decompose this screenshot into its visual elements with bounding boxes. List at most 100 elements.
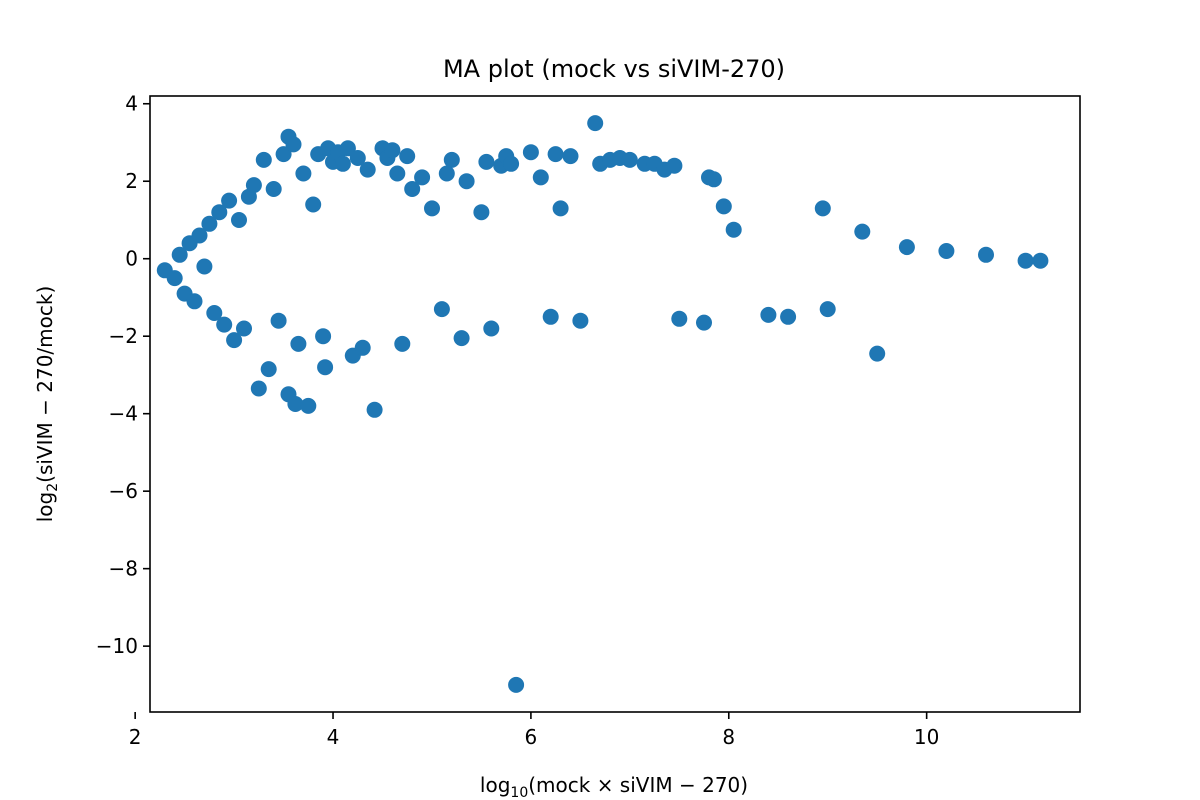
x-tick-label: 6 [525, 725, 538, 749]
data-point [473, 204, 490, 221]
data-point [270, 312, 287, 329]
y-axis-label-rest: (siVIM − 270/mock) [33, 286, 57, 483]
data-point [587, 115, 604, 132]
data-point [231, 212, 247, 228]
data-point [236, 320, 252, 337]
data-point [265, 181, 282, 197]
y-axis-label-prefix: log [33, 492, 57, 523]
data-point [898, 239, 915, 256]
x-axis-label-rest: (mock × siVIM − 270) [528, 773, 748, 797]
y-tick-label: 4 [125, 92, 138, 116]
plot-frame [149, 95, 1081, 713]
y-tick-label: −8 [109, 557, 138, 581]
data-point [216, 316, 233, 333]
x-axis-label-subscript: 10 [510, 785, 528, 800]
data-point [854, 223, 871, 240]
data-point [542, 308, 559, 325]
data-point [315, 328, 332, 345]
data-point [671, 310, 688, 327]
data-point [938, 243, 955, 259]
data-point [366, 401, 383, 418]
data-point [334, 155, 351, 172]
x-tick-label: 4 [327, 725, 340, 749]
data-point [1017, 252, 1034, 269]
data-point [201, 215, 218, 232]
data-point [666, 157, 683, 174]
data-point [572, 312, 589, 329]
y-tick-label: −10 [96, 634, 138, 658]
y-tick-label: −6 [109, 479, 138, 503]
data-point [424, 200, 440, 217]
data-point [547, 146, 564, 163]
data-point [458, 173, 475, 190]
chart-title: MA plot (mock vs siVIM-270) [443, 55, 785, 83]
data-point [339, 140, 356, 157]
data-point [255, 151, 272, 168]
data-point [483, 320, 500, 337]
data-point [317, 359, 334, 376]
y-axis-label-subscript: 2 [45, 483, 61, 492]
data-point [705, 171, 722, 188]
data-point [621, 151, 638, 168]
data-point [438, 165, 455, 182]
y-axis-label: log2(siVIM − 270/mock) [33, 286, 61, 523]
data-point [260, 361, 277, 378]
data-point [725, 221, 742, 238]
y-tick-label: −2 [109, 324, 138, 348]
x-tick-label: 2 [129, 725, 142, 749]
data-point [814, 200, 831, 217]
data-point [478, 153, 495, 170]
data-point [552, 200, 569, 217]
x-tick-label: 10 [914, 725, 939, 749]
data-point [453, 330, 470, 347]
data-point [433, 301, 450, 318]
y-axis: 4 2 0 −2 −4 −6 −8 −10 [96, 92, 150, 658]
data-point [359, 161, 376, 178]
data-point [532, 169, 549, 186]
data-point [250, 380, 267, 397]
data-point [780, 308, 797, 325]
data-point [978, 246, 994, 263]
data-point [196, 258, 213, 275]
data-point [384, 142, 401, 159]
data-point [399, 148, 416, 165]
data-point [1032, 252, 1049, 269]
y-tick-label: 0 [125, 247, 138, 271]
data-point [354, 339, 371, 356]
data-point [404, 181, 421, 197]
data-point [414, 169, 431, 186]
data-point [245, 177, 262, 194]
y-tick-label: −4 [109, 402, 138, 426]
data-point [562, 148, 579, 165]
data-point [522, 144, 539, 161]
data-point [349, 150, 366, 166]
data-point [305, 196, 322, 213]
data-point [226, 332, 243, 349]
scatter-points [156, 115, 1049, 693]
data-point [508, 676, 525, 693]
data-point [211, 204, 228, 221]
data-point [503, 155, 520, 172]
data-point [191, 227, 208, 244]
data-point [221, 192, 238, 209]
x-tick-label: 8 [722, 725, 735, 749]
x-axis-label: log10(mock × siVIM − 270) [480, 773, 748, 800]
data-point [275, 146, 292, 163]
data-point [300, 397, 317, 414]
x-axis-label-prefix: log [480, 773, 511, 797]
data-point [186, 293, 203, 310]
data-point [171, 246, 188, 263]
data-point [696, 314, 712, 331]
data-point [819, 301, 836, 318]
data-point [389, 165, 406, 182]
data-point [760, 306, 777, 323]
data-point [287, 396, 304, 412]
x-axis: 2 4 6 8 10 [129, 712, 939, 749]
data-point [295, 165, 312, 182]
data-point [394, 335, 411, 352]
data-point [290, 335, 307, 352]
data-point [443, 151, 460, 168]
data-point [285, 136, 302, 153]
